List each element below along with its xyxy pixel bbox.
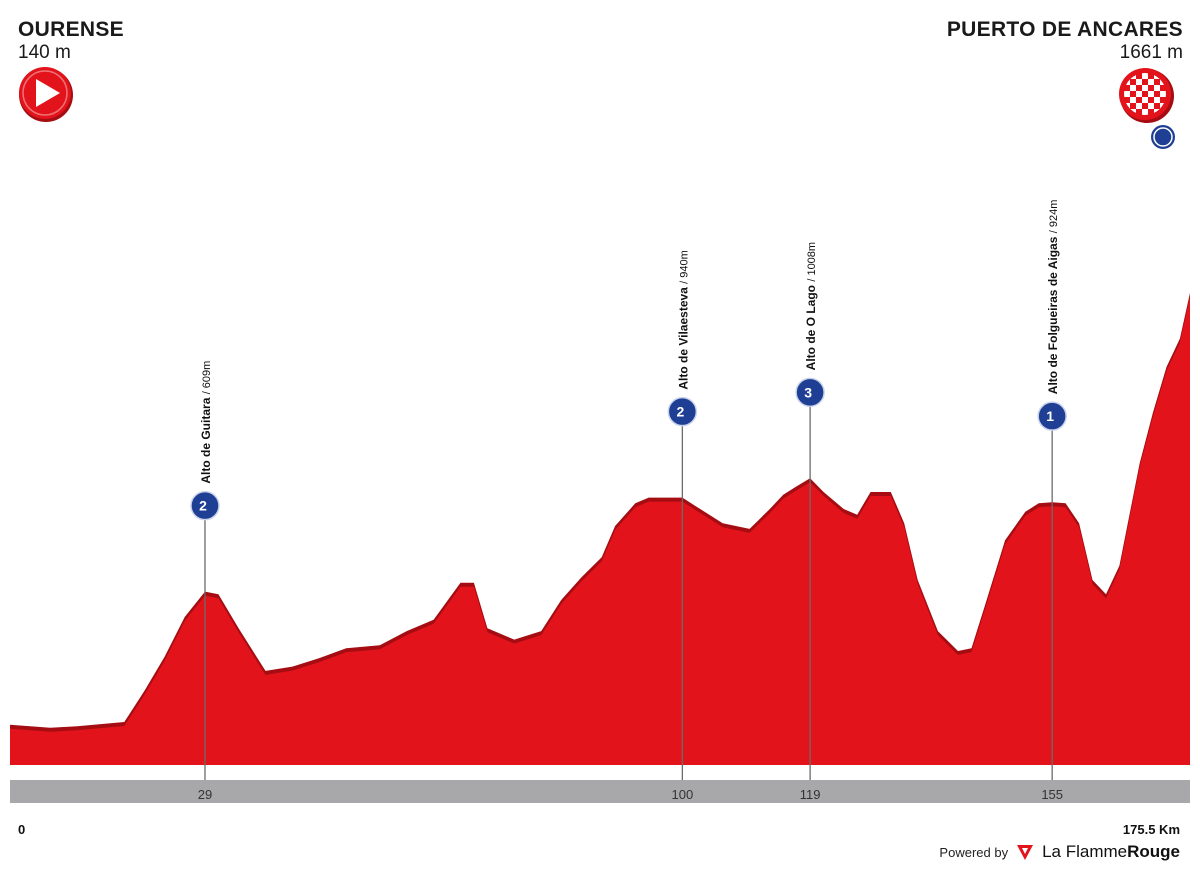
brand-name: La FlammeRouge <box>1042 842 1180 861</box>
climb-name-label: Alto de O Lago / 1008m <box>804 242 818 370</box>
climb-name: Alto de Vilaesteva <box>676 284 690 390</box>
km-axis-band <box>10 780 1190 803</box>
climb-altitude: / 924m <box>1048 200 1060 234</box>
climb-name-label: Alto de Folgueiras de Aigas / 924m <box>1046 200 1060 395</box>
start-town-name: OURENSE <box>18 18 124 41</box>
climb-name-label: Alto de Guitara / 609m <box>199 361 213 484</box>
play-icon <box>19 67 73 122</box>
start-altitude: 140 m <box>18 42 71 63</box>
climb-altitude: / 940m <box>678 250 690 284</box>
climb-category-badge <box>667 396 698 427</box>
climb-category-label: 2 <box>676 404 684 420</box>
climb-category-badge <box>795 377 825 408</box>
climb-category-label: 2 <box>199 498 207 514</box>
x-start-label: 0 <box>18 822 25 837</box>
km-tick-label: 29 <box>198 787 212 802</box>
climb-altitude: / 1008m <box>806 242 818 282</box>
climb-name: Alto de Folgueiras de Aigas <box>1046 233 1060 394</box>
finish-town-name: PUERTO DE ANCARES <box>946 18 1183 41</box>
km-tick-label: 100 <box>672 787 694 802</box>
powered-by-credit: Powered by La FlammeRouge <box>939 842 1180 862</box>
climb-category-badge <box>1037 401 1067 431</box>
elevation-fill <box>10 296 1190 765</box>
elevation-area <box>10 292 1190 765</box>
km-tick-label: 155 <box>1041 787 1063 802</box>
climb-name: Alto de O Lago <box>804 282 818 371</box>
esp-badge-icon <box>1151 125 1175 149</box>
x-end-label: 175.5 Km <box>1123 822 1180 837</box>
km-tick-label: 119 <box>800 787 821 802</box>
climb-name-label: Alto de Vilaesteva / 940m <box>676 250 690 389</box>
flame-logo-icon <box>1017 845 1034 860</box>
climb-category-label: 3 <box>804 384 812 400</box>
checkered-flag-icon <box>1119 68 1174 123</box>
powered-by-label: Powered by <box>939 844 1009 860</box>
climb-category-label: 1 <box>1046 408 1054 424</box>
climb-name: Alto de Guitara <box>199 394 213 483</box>
climb-category-badge <box>190 490 220 521</box>
climb-altitude: / 609m <box>201 361 213 395</box>
climb-markers: 2 Alto de Guitara / 609m 2 Alto de Vilaeste… <box>190 200 1067 780</box>
finish-altitude: 1661 m <box>1119 42 1183 63</box>
km-labels: 29 100 119 155 <box>198 787 1063 802</box>
